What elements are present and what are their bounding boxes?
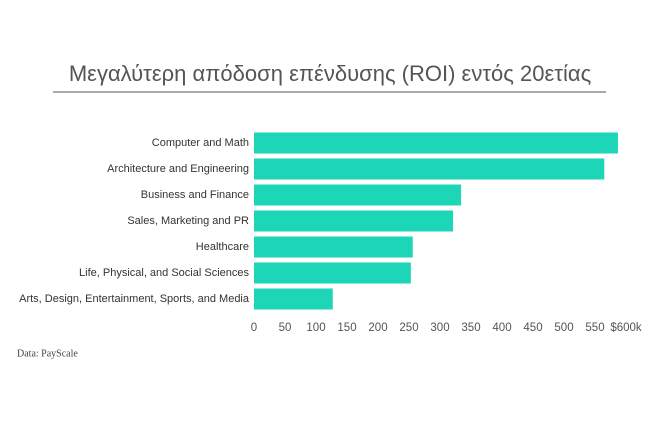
x-tick-label: $600k (610, 322, 642, 334)
y-tick-label: Sales, Marketing and PR (127, 215, 249, 227)
source: Data: PayScale (17, 348, 78, 359)
y-tick-label: Business and Finance (141, 189, 249, 201)
x-tick-label: 100 (306, 322, 325, 334)
x-tick-label: 50 (279, 322, 292, 334)
y-tick-label: Computer and Math (152, 137, 249, 149)
x-tick-label: 550 (585, 322, 604, 334)
bar (254, 132, 618, 154)
bar (254, 158, 605, 180)
x-tick-label: 450 (523, 322, 542, 334)
x-tick-label: 350 (461, 322, 480, 334)
x-tick-label: 0 (251, 322, 257, 334)
bar (254, 288, 333, 310)
x-tick-label: 150 (337, 322, 356, 334)
y-tick-label: Arts, Design, Entertainment, Sports, and… (19, 293, 250, 305)
y-tick-label: Healthcare (196, 241, 249, 253)
x-tick-label: 250 (399, 322, 418, 334)
bar (254, 262, 411, 284)
chart-title: Μεγαλύτερη απόδοση επένδυσης (ROI) εντός… (69, 61, 591, 86)
x-tick-label: 500 (554, 322, 573, 334)
x-tick-label: 300 (430, 322, 449, 334)
bar (254, 210, 454, 232)
y-tick-label: Life, Physical, and Social Sciences (79, 267, 249, 279)
y-tick-label: Architecture and Engineering (107, 163, 249, 175)
x-tick-label: 400 (492, 322, 511, 334)
bar (254, 236, 413, 258)
bar (254, 184, 462, 206)
x-tick-label: 200 (368, 322, 387, 334)
